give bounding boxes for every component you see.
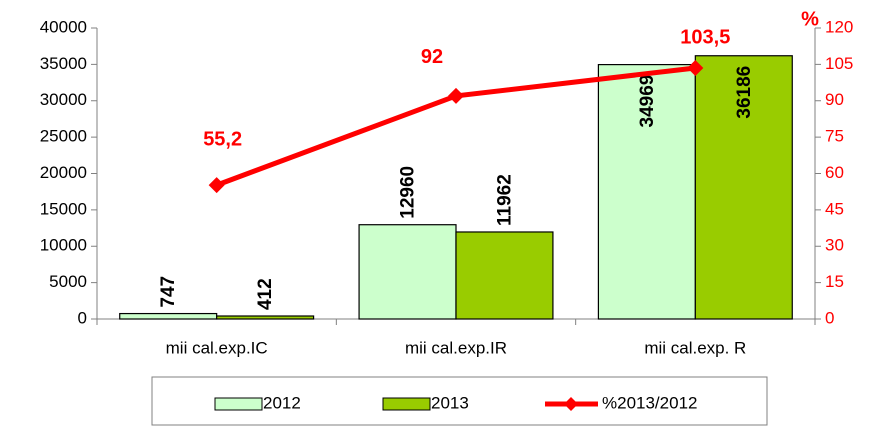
bar bbox=[358, 224, 457, 320]
marker bbox=[448, 87, 464, 104]
y-tick-label: 30000 bbox=[40, 90, 87, 109]
legend-label: 2013 bbox=[431, 393, 469, 412]
marker bbox=[687, 60, 704, 77]
bar bbox=[216, 315, 315, 320]
data-label: 36186 bbox=[734, 66, 755, 119]
legend-marker bbox=[564, 397, 578, 411]
y-tick-label: 10000 bbox=[40, 236, 87, 255]
y2-tick-label: 105 bbox=[825, 54, 853, 73]
bar bbox=[119, 312, 218, 320]
y2-tick-label: 60 bbox=[825, 163, 844, 182]
y2-axis-label: % bbox=[801, 8, 819, 30]
line-label: 103,5 bbox=[680, 26, 730, 48]
y-tick-label: 0 bbox=[78, 308, 87, 327]
y2-tick-label: 30 bbox=[825, 236, 844, 255]
bar bbox=[694, 55, 793, 320]
y2-tick-label: 90 bbox=[825, 90, 844, 109]
y2-tick-label: 45 bbox=[825, 199, 844, 218]
legend-swatch bbox=[214, 397, 263, 411]
legend-label: %2013/2012 bbox=[602, 393, 697, 412]
marker bbox=[208, 177, 225, 194]
legend-swatch bbox=[382, 397, 431, 411]
bar bbox=[455, 231, 554, 320]
x-tick-label: mii cal.exp.IC bbox=[166, 338, 268, 357]
y-tick-label: 40000 bbox=[40, 17, 87, 36]
y2-tick-label: 0 bbox=[825, 308, 834, 327]
line-label: 55,2 bbox=[203, 128, 242, 150]
data-label: 747 bbox=[158, 276, 179, 308]
bar bbox=[597, 64, 696, 320]
y-tick-label: 35000 bbox=[40, 54, 87, 73]
line-label: 92 bbox=[421, 46, 443, 68]
legend-label: 2012 bbox=[263, 393, 301, 412]
data-label: 34969 bbox=[637, 75, 658, 128]
data-label: 12960 bbox=[398, 166, 419, 219]
y-tick-label: 25000 bbox=[40, 127, 87, 146]
y2-tick-label: 120 bbox=[825, 17, 853, 36]
data-label: 11962 bbox=[494, 174, 515, 226]
data-label: 412 bbox=[255, 278, 276, 310]
y-tick-label: 15000 bbox=[40, 199, 87, 218]
y-tick-label: 20000 bbox=[40, 163, 87, 182]
y-tick-label: 5000 bbox=[49, 272, 87, 291]
x-tick-label: mii cal.exp. R bbox=[644, 338, 746, 357]
y2-tick-label: 75 bbox=[825, 127, 844, 146]
y2-tick-label: 15 bbox=[825, 272, 844, 291]
x-tick-label: mii cal.exp.IR bbox=[405, 338, 507, 357]
